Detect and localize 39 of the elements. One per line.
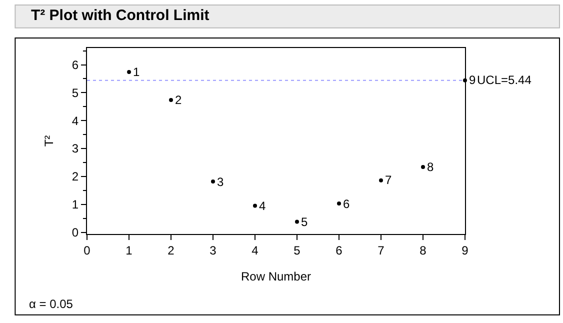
point (421, 164, 425, 169)
x-tick-label: 5 (294, 243, 301, 258)
chart-title: T² Plot with Control Limit (30, 6, 210, 24)
text: α = 0.05 (29, 297, 74, 311)
y-tick-label: 3 (72, 142, 79, 156)
y-tick-label: 6 (72, 58, 79, 72)
annotation: 2 (175, 93, 182, 107)
annotation: 9 (469, 73, 476, 87)
x-axis-title: Row Number (240, 269, 312, 284)
y-axis-title: T² (42, 135, 56, 147)
annotation: 1 (133, 65, 140, 79)
y-tick-label: 0 (72, 226, 79, 240)
x-tick-label: 0 (84, 243, 91, 258)
y-tick-label: 1 (72, 198, 79, 212)
point (253, 204, 257, 208)
x-tick-label: 6 (336, 243, 343, 258)
annotation: 6 (343, 197, 350, 211)
y-tick-label: 5 (72, 86, 79, 100)
annotation: 8 (427, 160, 434, 174)
annotation: 7 (385, 173, 392, 187)
annotation: 5 (301, 215, 308, 229)
point (337, 202, 341, 206)
point (379, 178, 383, 182)
point (169, 98, 173, 102)
ref-line-label: UCL=5.44 (477, 73, 532, 87)
y-tick-label: 4 (72, 114, 79, 128)
point (295, 220, 299, 224)
x-tick-label: 4 (252, 243, 259, 258)
y-tick-label: 2 (72, 170, 79, 184)
point (211, 180, 215, 184)
point (127, 70, 131, 74)
x-tick-label: 7 (378, 243, 385, 258)
x-tick-label: 2 (168, 243, 175, 258)
annotation: 3 (217, 175, 224, 189)
annotation: 4 (259, 199, 266, 213)
x-tick-label: 8 (420, 243, 427, 258)
x-tick-label: 3 (210, 243, 217, 258)
x-tick-label: 1 (126, 243, 133, 258)
x-tick-label: 9 (462, 243, 469, 258)
